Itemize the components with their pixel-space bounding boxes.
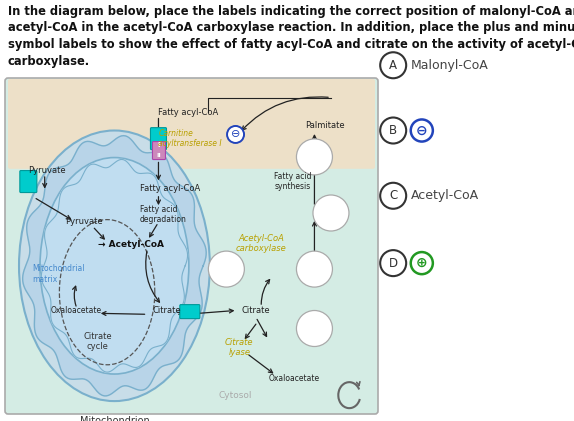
Circle shape xyxy=(380,183,406,209)
Text: ⊖: ⊖ xyxy=(416,123,428,138)
Text: Citrate: Citrate xyxy=(241,306,270,315)
Polygon shape xyxy=(41,160,188,372)
Text: Fatty acid
degradation: Fatty acid degradation xyxy=(140,205,187,224)
Text: Carnitine
acyltransferase I: Carnitine acyltransferase I xyxy=(158,129,222,149)
Circle shape xyxy=(227,126,244,143)
Text: Palmitate: Palmitate xyxy=(305,121,345,130)
Text: → Acetyl-CoA: → Acetyl-CoA xyxy=(98,240,164,249)
Circle shape xyxy=(411,252,433,274)
Text: Mitochondrion: Mitochondrion xyxy=(80,416,149,421)
Text: Citrate: Citrate xyxy=(153,306,181,315)
Circle shape xyxy=(380,250,406,276)
FancyBboxPatch shape xyxy=(153,141,165,160)
Text: A: A xyxy=(389,59,397,72)
Text: Citrate
lyase: Citrate lyase xyxy=(225,338,254,357)
Circle shape xyxy=(208,251,245,287)
FancyBboxPatch shape xyxy=(5,78,378,414)
Circle shape xyxy=(296,311,332,346)
Text: Fatty acid
synthesis: Fatty acid synthesis xyxy=(274,172,311,192)
Text: Pyruvate: Pyruvate xyxy=(65,217,103,226)
Text: Citrate
cycle: Citrate cycle xyxy=(84,332,113,352)
FancyBboxPatch shape xyxy=(150,128,166,149)
Text: In the diagram below, place the labels indicating the correct position of malony: In the diagram below, place the labels i… xyxy=(8,5,574,67)
Text: II: II xyxy=(156,153,161,158)
Text: D: D xyxy=(389,257,398,269)
FancyBboxPatch shape xyxy=(180,305,200,319)
Circle shape xyxy=(296,139,332,175)
Circle shape xyxy=(380,117,406,144)
Ellipse shape xyxy=(19,131,210,401)
Text: ⊕: ⊕ xyxy=(416,256,428,270)
Text: Mitochondrial
matrix: Mitochondrial matrix xyxy=(32,264,84,284)
Text: Fatty acyl-CoA: Fatty acyl-CoA xyxy=(158,108,219,117)
Text: Cytosol: Cytosol xyxy=(219,391,253,400)
Text: C: C xyxy=(389,189,397,202)
Circle shape xyxy=(380,52,406,78)
Circle shape xyxy=(296,251,332,287)
Text: B: B xyxy=(389,124,397,137)
Circle shape xyxy=(411,120,433,141)
Text: Malonyl-CoA: Malonyl-CoA xyxy=(411,59,489,72)
FancyBboxPatch shape xyxy=(8,79,375,169)
Ellipse shape xyxy=(40,157,189,374)
Text: Fatty acyl-CoA: Fatty acyl-CoA xyxy=(140,184,200,193)
FancyBboxPatch shape xyxy=(6,79,377,176)
Text: Acetyl-CoA: Acetyl-CoA xyxy=(411,189,479,202)
Text: Oxaloacetate: Oxaloacetate xyxy=(50,306,102,315)
Polygon shape xyxy=(22,136,206,396)
Text: Acetyl-CoA
carboxylase: Acetyl-CoA carboxylase xyxy=(236,234,286,253)
Circle shape xyxy=(313,195,349,231)
Text: ⊖: ⊖ xyxy=(231,130,241,139)
Text: Pyruvate: Pyruvate xyxy=(28,165,66,175)
Text: Oxaloacetate: Oxaloacetate xyxy=(269,374,320,383)
FancyBboxPatch shape xyxy=(20,171,37,192)
Text: I: I xyxy=(157,142,160,148)
